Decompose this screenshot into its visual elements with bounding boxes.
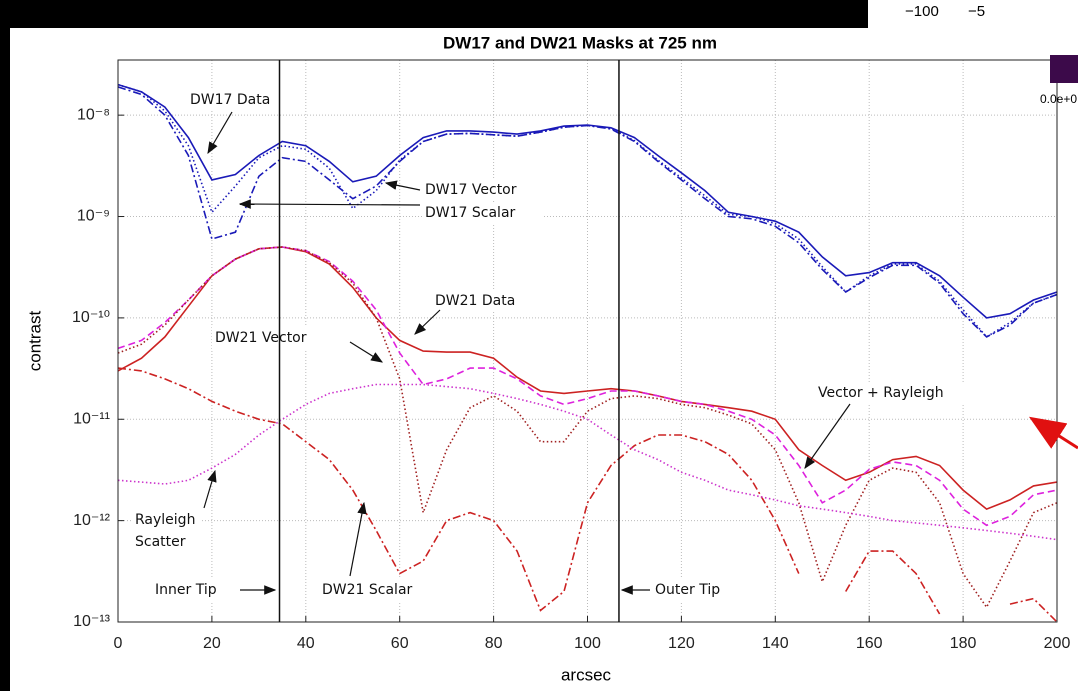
chart-title: DW17 and DW21 Masks at 725 nm <box>443 33 717 52</box>
y-tick-label: 10⁻¹⁰ <box>72 309 110 326</box>
label-bg <box>187 89 287 111</box>
label-bg <box>422 179 542 201</box>
label-bg <box>212 327 330 349</box>
y-tick-label: 10⁻¹³ <box>73 613 111 630</box>
label-bg <box>432 290 527 312</box>
annotation-arrow <box>349 341 384 363</box>
x-tick-label: 40 <box>297 635 315 652</box>
label-bg <box>319 579 431 601</box>
series-line <box>118 246 1057 527</box>
series-line <box>118 83 1057 338</box>
fragment-text: −5 <box>968 3 985 20</box>
y-tick-label: 10⁻⁹ <box>77 208 110 225</box>
annotation-arrow <box>384 180 421 191</box>
black-edge <box>0 0 10 691</box>
x-tick-label: 200 <box>1044 635 1071 652</box>
label-bg <box>815 382 985 404</box>
label-bg <box>132 509 202 531</box>
x-tick-label: 80 <box>485 635 503 652</box>
label-bg <box>152 579 244 601</box>
x-tick-label: 180 <box>950 635 977 652</box>
annotation-label: DW17 Data <box>190 92 270 108</box>
x-tick-label: 140 <box>762 635 789 652</box>
annotation-arrow <box>349 501 367 577</box>
x-tick-label: 120 <box>668 635 695 652</box>
colorbar-swatch <box>1050 55 1078 83</box>
x-tick-label: 60 <box>391 635 409 652</box>
y-tick-label: 10⁻⁸ <box>77 106 110 123</box>
plot-lines <box>118 83 1057 622</box>
y-tick-label: 10⁻¹² <box>73 512 111 529</box>
series-line <box>118 383 1057 541</box>
y-tick-label: 10⁻¹¹ <box>73 410 110 427</box>
label-bg <box>132 531 202 553</box>
series-line <box>118 367 1057 622</box>
annotation-label: DW21 Data <box>435 293 515 309</box>
tip-label: Outer Tip <box>655 582 720 598</box>
annotation-arrow <box>414 309 441 335</box>
annotation-arrow <box>203 469 217 509</box>
fragment-text: −100 <box>905 3 939 20</box>
annotation-arrow <box>804 403 851 469</box>
annotation-label: DW17 Scalar <box>425 205 516 221</box>
x-tick-label: 20 <box>203 635 221 652</box>
y-axis-label: contrast <box>25 310 44 371</box>
annotation-label: Vector + Rayleigh <box>818 385 944 401</box>
x-tick-label: 0 <box>114 635 123 652</box>
fragment-text: 0.0e+0 <box>1040 92 1077 106</box>
annotation-label: DW17 Vector <box>425 182 517 198</box>
annotation-label: Rayleigh <box>135 512 195 528</box>
black-band <box>0 0 868 28</box>
annotations: Inner Tip Outer Tip DW17 Data DW17 Vector DW… <box>132 89 985 601</box>
annotation-label: Scatter <box>135 534 186 550</box>
x-tick-label: 100 <box>574 635 601 652</box>
plot-frame <box>117 59 1058 623</box>
tip-label: Inner Tip <box>155 582 217 598</box>
x-axis-label: arcsec <box>561 665 612 684</box>
annotation-label: DW21 Vector <box>215 330 307 346</box>
label-bg <box>422 202 542 224</box>
series-line <box>118 246 1057 609</box>
red-arrow <box>1028 416 1078 450</box>
annotation-arrow <box>207 111 233 155</box>
annotation-arrow <box>238 199 421 209</box>
series-line <box>118 86 1057 338</box>
label-bg <box>652 579 737 601</box>
annotation-label: DW21 Scalar <box>322 582 413 598</box>
x-tick-label: 160 <box>856 635 883 652</box>
